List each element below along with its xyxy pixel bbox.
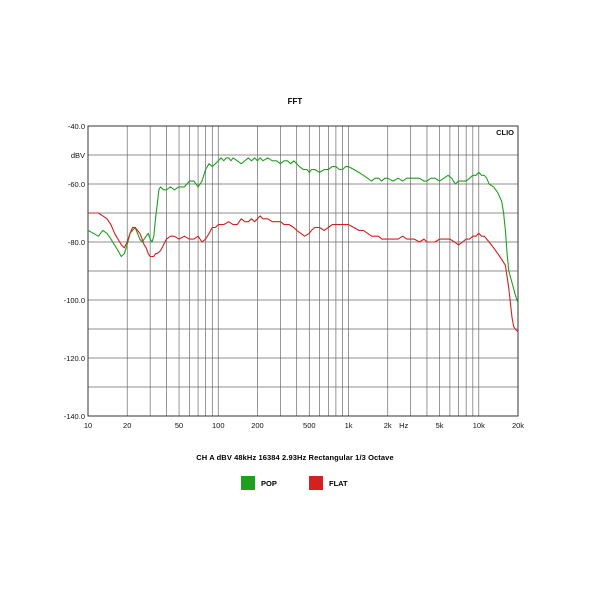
y-tick-label: -120.0 [64,354,85,363]
legend-label-flat: FLAT [329,478,348,488]
measurement-settings: CH A dBV 48kHz 16384 2.93Hz Rectangular … [196,453,394,462]
series-layer [87,157,519,333]
x-tick-label: 20k [512,421,524,430]
x-axis-unit-label: Hz [399,421,408,430]
legend-swatch-pop [241,476,255,490]
y-tick-label: -80.0 [68,238,85,247]
x-tick-label: 10 [84,421,92,430]
x-tick-label: 20 [123,421,131,430]
x-tick-label: 1k [345,421,353,430]
y-tick-label: -40.0 [68,122,85,131]
brand-label: CLIO [496,128,514,137]
x-tick-label: 50 [175,421,183,430]
legend-label-pop: POP [261,478,277,488]
legend-swatch-flat [309,476,323,490]
y-axis-label: dBV [71,151,85,160]
series-line-flat [88,212,519,333]
x-tick-label: 500 [303,421,316,430]
legend-item-pop: POP [241,475,277,491]
x-tick-label: 10k [473,421,485,430]
series-line-pop [87,157,519,304]
x-tick-label: 2k [384,421,392,430]
x-tick-label: 200 [251,421,264,430]
plot-frame [87,125,519,417]
x-tick-label: 100 [212,421,225,430]
x-tick-label: 5k [436,421,444,430]
grid [87,125,519,417]
axes: -40.0 -60.0 -80.0 -100.0 -120.0 -140.0 dBV 10 20… [64,122,525,430]
y-tick-label: -100.0 [64,296,85,305]
y-tick-label: -140.0 [64,412,85,421]
y-tick-label: -60.0 [68,180,85,189]
chart-title: FFT [287,97,303,106]
legend-item-flat: FLAT [309,475,348,491]
